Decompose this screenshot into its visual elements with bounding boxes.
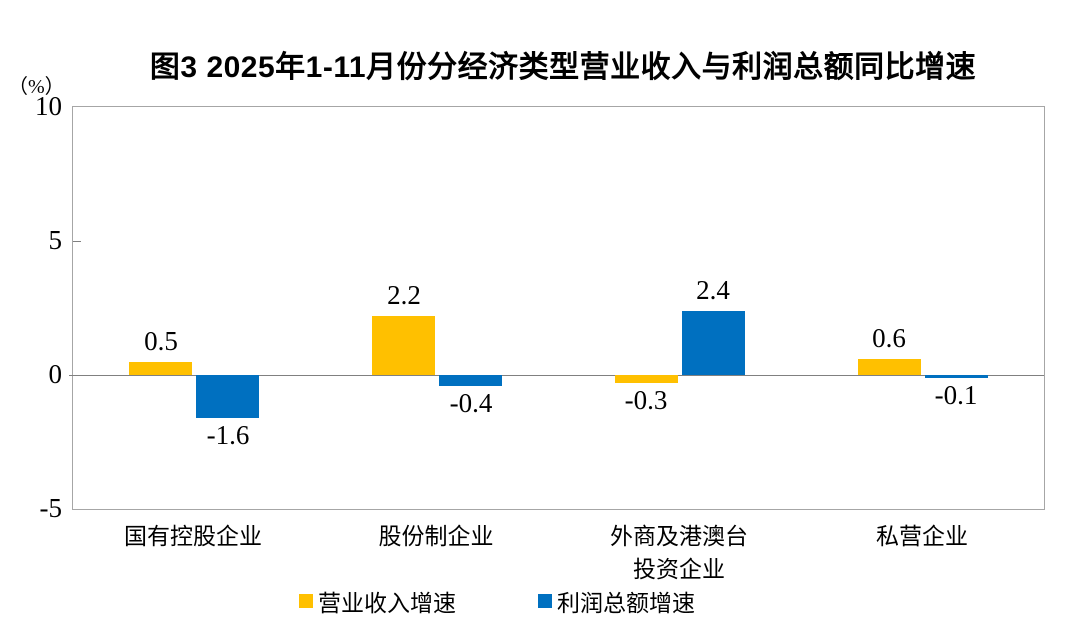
category-label: 私营企业 <box>876 524 968 549</box>
y-tick-label: 0 <box>48 359 63 389</box>
value-label: 2.2 <box>387 280 421 310</box>
bar-利润总额增速-股份制企业 <box>439 375 502 386</box>
value-label: -0.3 <box>624 385 668 415</box>
chart-title: 图3 2025年1-11月份分经济类型营业收入与利润总额同比增速 <box>149 51 977 84</box>
legend-label: 营业收入增速 <box>318 591 456 616</box>
legend-swatch-营业收入增速 <box>299 594 313 608</box>
legend-item: 营业收入增速 <box>299 584 456 618</box>
plot-area: 0.5 2.2 -0.3 0.6 -1.6 -0.4 2.4 -0.1 <box>69 106 1045 510</box>
bar-利润总额增速-国有控股企业 <box>196 375 259 418</box>
bar-利润总额增速-私营企业 <box>925 375 988 378</box>
category-label: 股份制企业 <box>378 524 494 549</box>
bar-利润总额增速-外商及港澳台 <box>682 311 745 375</box>
y-tick-mark <box>73 241 81 242</box>
value-label: -0.4 <box>449 388 493 418</box>
bar-营业收入增速-国有控股企业 <box>129 362 192 375</box>
y-axis-unit-label: （%） <box>8 76 65 98</box>
y-tick-label: 5 <box>48 225 63 255</box>
value-label: -0.1 <box>934 380 978 410</box>
legend-swatch-利润总额增速 <box>538 594 552 608</box>
legend: 营业收入增速 利润总额增速 <box>0 586 1037 616</box>
bar-营业收入增速-私营企业 <box>858 359 921 375</box>
bar-营业收入增速-外商及港澳台 <box>615 375 678 383</box>
bar-营业收入增速-股份制企业 <box>372 316 435 375</box>
legend-item: 利润总额增速 <box>538 584 695 618</box>
value-label: 2.4 <box>696 275 730 305</box>
value-label: 0.5 <box>144 326 178 356</box>
value-label: -1.6 <box>206 420 250 450</box>
category-label: 外商及港澳台 投资企业 <box>610 524 748 582</box>
y-tick-label: -5 <box>39 493 63 523</box>
zero-line <box>69 375 1044 376</box>
y-tick-label: 10 <box>35 91 62 121</box>
legend-label: 利润总额增速 <box>557 591 695 616</box>
category-label: 国有控股企业 <box>124 524 262 549</box>
value-label: 0.6 <box>872 323 906 353</box>
